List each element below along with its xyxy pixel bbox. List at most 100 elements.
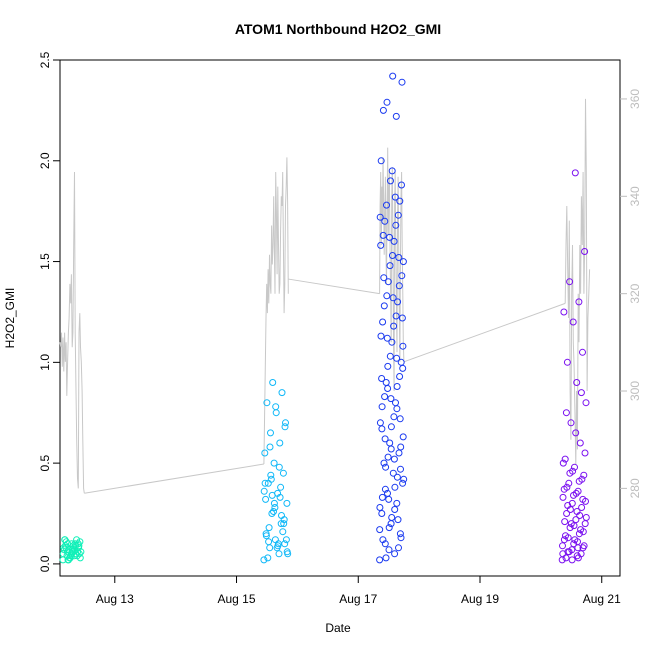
- data-point: [377, 157, 385, 165]
- data-point: [376, 419, 384, 427]
- data-point: [578, 504, 586, 511]
- data-point: [393, 499, 401, 507]
- data-point: [387, 423, 395, 431]
- data-point: [575, 530, 583, 538]
- data-point: [383, 201, 390, 209]
- data-point: [376, 504, 384, 511]
- data-point: [395, 449, 403, 457]
- x-tick-label: Aug 21: [583, 592, 621, 606]
- data-point: [392, 312, 400, 320]
- secondary-line-segment: [59, 171, 85, 494]
- data-point: [267, 429, 274, 437]
- secondary-line-segment: [564, 98, 591, 465]
- data-point: [265, 524, 273, 532]
- data-point: [579, 348, 586, 356]
- secondary-line-segment: [263, 157, 289, 465]
- y2-tick-label: 340: [628, 186, 642, 206]
- data-point: [561, 455, 569, 463]
- data-point: [391, 550, 399, 558]
- y-tick-label: 2.5: [38, 51, 52, 68]
- data-point: [580, 542, 588, 550]
- data-point: [388, 338, 396, 346]
- data-point: [379, 231, 387, 239]
- data-point: [281, 423, 289, 431]
- data-point: [75, 550, 83, 558]
- data-point: [385, 524, 393, 532]
- data-point: [381, 393, 389, 401]
- y2-tick-label: 360: [628, 89, 642, 109]
- data-point: [562, 532, 569, 540]
- data-point: [272, 409, 280, 417]
- data-point: [265, 538, 273, 546]
- data-point: [388, 167, 396, 175]
- secondary-connector: [84, 463, 264, 494]
- data-point: [380, 302, 388, 310]
- data-point: [568, 556, 576, 564]
- data-point: [387, 177, 394, 185]
- y2-tick-label: 280: [628, 478, 642, 498]
- data-point: [563, 358, 571, 366]
- data-point: [72, 542, 80, 550]
- data-point: [383, 292, 391, 300]
- data-point: [397, 443, 405, 451]
- data-point: [561, 518, 569, 526]
- data-point: [390, 413, 398, 421]
- data-point: [580, 471, 588, 479]
- data-point: [398, 314, 406, 322]
- data-point: [562, 409, 570, 417]
- data-point: [571, 169, 579, 177]
- data-point: [564, 502, 572, 509]
- data-point: [389, 252, 396, 259]
- data-point: [278, 389, 286, 397]
- data-point: [382, 554, 390, 562]
- data-point: [565, 479, 573, 487]
- data-point: [393, 383, 401, 390]
- data-point: [387, 395, 395, 403]
- data-point: [392, 221, 400, 229]
- data-point: [263, 399, 271, 407]
- data-point: [393, 405, 401, 413]
- data-point: [65, 556, 73, 564]
- data-point: [384, 278, 392, 286]
- secondary-line-segment: [379, 147, 405, 392]
- data-point: [75, 542, 83, 550]
- data-point: [279, 528, 287, 536]
- data-point: [386, 262, 394, 270]
- data-point: [276, 439, 284, 447]
- data-point: [394, 211, 402, 219]
- data-point: [566, 524, 574, 532]
- data-point: [283, 548, 291, 556]
- data-point: [582, 514, 590, 521]
- data-point: [393, 354, 401, 362]
- data-point: [390, 455, 398, 463]
- data-point: [266, 544, 274, 552]
- data-point: [266, 443, 274, 451]
- x-axis: Aug 13 Aug 15 Aug 17 Aug 19 Aug 21: [96, 576, 621, 606]
- data-point: [271, 536, 279, 544]
- data-point: [386, 233, 393, 241]
- data-point: [376, 213, 384, 221]
- data-point: [395, 254, 403, 261]
- data-point: [399, 364, 407, 372]
- data-point: [280, 520, 288, 528]
- data-point: [398, 181, 405, 189]
- data-point: [560, 308, 568, 316]
- data-point: [381, 435, 389, 443]
- data-point: [59, 550, 67, 558]
- data-point: [376, 526, 384, 534]
- data-point: [396, 415, 404, 423]
- data-point: [577, 389, 585, 397]
- data-point: [563, 510, 571, 517]
- data-point: [267, 475, 275, 483]
- data-point: [571, 536, 579, 544]
- data-point: [398, 78, 406, 86]
- data-point: [380, 459, 388, 467]
- data-point: [268, 491, 276, 499]
- data-point: [395, 544, 402, 552]
- data-point: [277, 483, 285, 491]
- data-point: [567, 520, 575, 528]
- data-point: [581, 449, 589, 457]
- data-point: [390, 237, 398, 245]
- data-point: [573, 508, 581, 515]
